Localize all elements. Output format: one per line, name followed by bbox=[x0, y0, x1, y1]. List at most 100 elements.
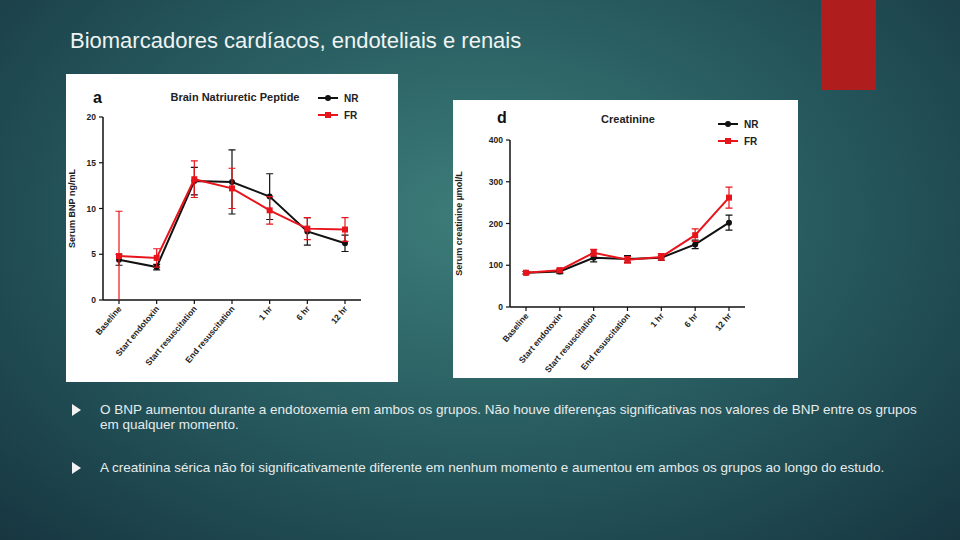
x-tick-label: End resuscitation bbox=[183, 304, 237, 365]
error-bar-path bbox=[304, 218, 311, 245]
error-bar bbox=[692, 229, 699, 242]
y-tick-label: 20 bbox=[87, 112, 97, 122]
error-bar-path bbox=[304, 218, 311, 240]
marker bbox=[591, 250, 597, 256]
y-axis-label: Serum BNP ng/mL bbox=[67, 169, 77, 248]
marker bbox=[692, 232, 698, 238]
bullet-triangle bbox=[72, 462, 81, 474]
bullet: O BNP aumentou durante a endotoxemia em … bbox=[72, 402, 932, 432]
error-bar bbox=[116, 211, 123, 300]
legend-label: FR bbox=[744, 136, 758, 147]
x-tick-label: 12 hr bbox=[713, 310, 734, 333]
marker bbox=[229, 185, 235, 191]
chart-title: Brain Natriuretic Peptide bbox=[171, 91, 300, 103]
error-bar-path bbox=[342, 218, 349, 242]
y-tick bbox=[506, 139, 510, 140]
chart-title: Creatinine bbox=[601, 113, 655, 125]
x-tick bbox=[269, 300, 270, 304]
x-tick bbox=[156, 300, 157, 304]
marker bbox=[523, 270, 529, 276]
x-tick bbox=[728, 307, 729, 311]
error-bar bbox=[191, 161, 198, 198]
error-bar-path bbox=[191, 161, 198, 198]
legend-marker bbox=[725, 138, 731, 144]
y-tick bbox=[99, 254, 103, 255]
bullet-triangle bbox=[72, 404, 81, 416]
legend-marker bbox=[725, 121, 731, 127]
panel-letter: a bbox=[93, 89, 102, 106]
marker bbox=[625, 257, 631, 263]
error-bar bbox=[624, 256, 631, 263]
error-bar bbox=[556, 268, 563, 272]
y-tick-label: 15 bbox=[87, 158, 97, 168]
marker bbox=[304, 226, 310, 232]
marker bbox=[267, 207, 273, 213]
plot-area bbox=[523, 187, 733, 276]
legend-marker bbox=[325, 112, 331, 118]
series-line bbox=[119, 179, 345, 258]
x-tick bbox=[695, 307, 696, 311]
marker bbox=[557, 267, 563, 273]
error-bar-path bbox=[658, 254, 665, 261]
x-tick-label: Baseline bbox=[93, 304, 123, 337]
bullet: A creatinina sérica não foi significativ… bbox=[72, 460, 932, 475]
error-bar bbox=[342, 218, 349, 242]
y-tick-label: 0 bbox=[91, 295, 96, 305]
marker bbox=[658, 255, 664, 261]
error-bar bbox=[726, 215, 733, 230]
x-tick bbox=[661, 307, 662, 311]
chart-panel bbox=[453, 100, 798, 378]
x-tick bbox=[118, 300, 119, 304]
error-bar bbox=[590, 249, 597, 256]
series bbox=[523, 187, 733, 276]
error-bar bbox=[658, 254, 665, 261]
y-tick-label: 100 bbox=[489, 260, 503, 270]
error-bar bbox=[229, 150, 236, 214]
error-bar-path bbox=[229, 168, 236, 208]
marker bbox=[191, 176, 197, 182]
x-tick-label: Baseline bbox=[500, 311, 530, 344]
error-bar-path bbox=[229, 150, 236, 214]
error-bar-path bbox=[726, 187, 733, 208]
error-bar-path bbox=[624, 256, 631, 263]
y-tick bbox=[506, 265, 510, 266]
marker bbox=[692, 241, 698, 247]
y-tick bbox=[99, 116, 103, 117]
x-tick bbox=[231, 300, 232, 304]
error-bar bbox=[304, 218, 311, 245]
chart-panel bbox=[66, 74, 398, 382]
marker bbox=[523, 270, 529, 276]
marker bbox=[625, 256, 631, 262]
legend: NR FR bbox=[718, 119, 759, 147]
slide-title: Biomarcadores cardíacos, endoteliais e r… bbox=[70, 28, 521, 54]
legend-label: FR bbox=[344, 110, 358, 121]
marker bbox=[154, 255, 160, 261]
error-bar bbox=[304, 218, 311, 240]
error-bar-path bbox=[624, 256, 631, 263]
x-tick bbox=[307, 300, 308, 304]
series bbox=[116, 150, 349, 270]
y-tick-label: 5 bbox=[91, 249, 96, 259]
x-tick bbox=[194, 300, 195, 304]
error-bar-path bbox=[266, 197, 273, 224]
marker bbox=[726, 195, 732, 201]
legend: NRFR bbox=[318, 93, 359, 121]
bullet-icon bbox=[72, 462, 82, 474]
x-tick-label: 12 hr bbox=[329, 303, 350, 326]
y-tick-label: 400 bbox=[489, 135, 503, 145]
marker bbox=[658, 254, 664, 260]
panel-letter: d bbox=[497, 109, 507, 126]
error-bar bbox=[266, 197, 273, 224]
y-tick bbox=[506, 306, 510, 307]
chart: Brain Natriuretic Peptidea05101520Baseli… bbox=[66, 74, 398, 382]
error-bar-path bbox=[116, 211, 123, 300]
accent-block bbox=[821, 0, 876, 90]
x-tick-label: 6 hr bbox=[294, 303, 312, 322]
legend-label: NR bbox=[744, 119, 759, 130]
x-tick bbox=[593, 307, 594, 311]
x-tick-label: End resuscitation bbox=[579, 311, 633, 372]
error-bar bbox=[726, 187, 733, 208]
x-tick bbox=[627, 307, 628, 311]
y-tick bbox=[506, 181, 510, 182]
y-tick-label: 200 bbox=[489, 219, 503, 229]
